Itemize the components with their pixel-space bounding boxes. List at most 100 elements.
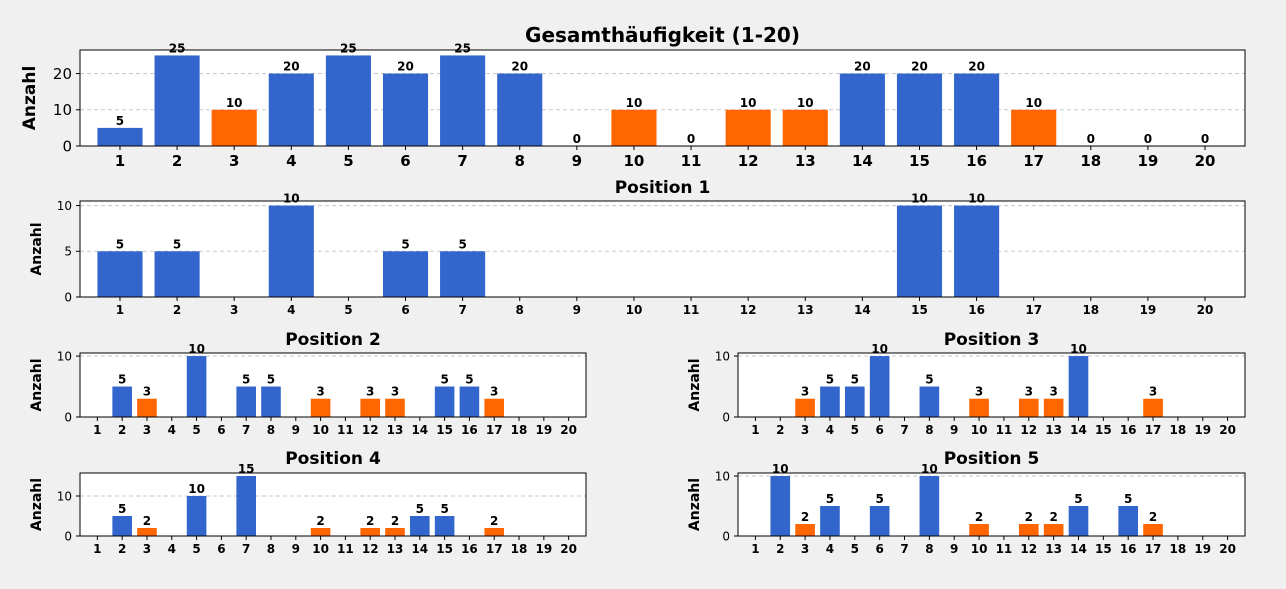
x-tick-label: 8 — [925, 423, 933, 437]
x-tick-label: 8 — [267, 423, 275, 437]
x-tick-label: 10 — [312, 542, 329, 556]
y-tick-label: 0 — [64, 410, 72, 424]
x-tick-label: 5 — [192, 542, 200, 556]
bar-value-label: 10 — [188, 482, 205, 496]
x-tick-label: 9 — [292, 423, 300, 437]
bar-value-label: 5 — [440, 502, 448, 516]
x-tick-label: 6 — [401, 303, 409, 317]
x-tick-label: 10 — [971, 542, 988, 556]
bar-value-label: 10 — [968, 192, 985, 206]
bar-value-label: 5 — [116, 114, 124, 128]
x-tick-label: 7 — [242, 423, 250, 437]
bar — [310, 528, 331, 536]
x-tick-label: 13 — [797, 303, 814, 317]
x-tick-label: 15 — [436, 542, 453, 556]
bar — [459, 386, 480, 417]
bar-value-label: 2 — [490, 514, 498, 528]
x-tick-label: 6 — [400, 152, 410, 170]
bar-value-label: 0 — [1144, 132, 1152, 146]
bar-value-label: 2 — [1049, 510, 1057, 524]
x-tick-label: 20 — [1195, 152, 1216, 170]
bar-value-label: 3 — [316, 385, 324, 399]
y-tick-label: 0 — [64, 290, 72, 304]
bar-value-label: 3 — [1025, 385, 1033, 399]
x-tick-label: 16 — [461, 542, 478, 556]
bar-value-label: 3 — [490, 385, 498, 399]
x-tick-label: 2 — [776, 542, 784, 556]
bar — [236, 476, 256, 536]
x-tick-label: 16 — [461, 423, 478, 437]
x-tick-label: 16 — [1120, 423, 1137, 437]
y-tick-label: 10 — [57, 489, 72, 503]
bar-value-label: 2 — [316, 514, 324, 528]
y-tick-label: 10 — [715, 349, 730, 363]
bar — [434, 516, 455, 536]
x-tick-label: 14 — [854, 303, 871, 317]
bar — [211, 109, 257, 146]
x-tick-label: 13 — [1045, 423, 1062, 437]
x-tick-label: 20 — [1197, 303, 1214, 317]
bar — [385, 398, 405, 417]
bar-value-label: 15 — [238, 462, 255, 476]
bar — [611, 109, 657, 146]
x-tick-label: 6 — [875, 423, 883, 437]
bar-value-label: 10 — [871, 342, 888, 356]
x-tick-label: 15 — [436, 423, 453, 437]
x-tick-label: 3 — [801, 542, 809, 556]
axes-frame — [737, 352, 1246, 418]
plot-area — [80, 473, 586, 536]
x-tick-label: 1 — [93, 542, 101, 556]
x-tick-label: 19 — [1194, 423, 1211, 437]
bar-value-label: 5 — [851, 373, 859, 387]
x-tick-label: 18 — [511, 423, 528, 437]
x-tick-label: 2 — [776, 423, 784, 437]
x-tick-label: 14 — [852, 152, 873, 170]
x-tick-label: 18 — [1170, 542, 1187, 556]
x-tick-label: 8 — [267, 542, 275, 556]
x-tick-label: 11 — [996, 542, 1013, 556]
bar — [97, 127, 143, 146]
bar-value-label: 20 — [511, 60, 528, 74]
axes-frame — [79, 200, 1246, 298]
x-tick-label: 1 — [751, 423, 759, 437]
bar-value-label: 10 — [226, 96, 243, 110]
x-tick-label: 20 — [1219, 423, 1236, 437]
x-tick-label: 17 — [1023, 152, 1044, 170]
chart-title: Position 3 — [944, 330, 1040, 350]
bar — [1143, 524, 1163, 536]
bar — [186, 496, 207, 536]
bar — [360, 398, 381, 417]
x-tick-label: 8 — [515, 152, 525, 170]
bar-value-label: 10 — [1025, 96, 1042, 110]
x-tick-label: 16 — [968, 303, 985, 317]
bar — [497, 73, 543, 146]
y-axis-label: Anzahl — [687, 478, 703, 531]
x-tick-label: 6 — [217, 423, 225, 437]
chart-title: Position 5 — [944, 449, 1040, 469]
y-tick-label: 10 — [53, 101, 72, 119]
bar-value-label: 0 — [1201, 132, 1209, 146]
x-tick-label: 5 — [344, 303, 352, 317]
bar — [97, 251, 143, 297]
chart-title: Position 4 — [285, 449, 381, 469]
y-axis-label: Anzahl — [29, 222, 45, 275]
bar-value-label: 25 — [169, 41, 186, 55]
x-tick-label: 13 — [387, 542, 404, 556]
x-tick-label: 9 — [292, 542, 300, 556]
bar — [1043, 524, 1064, 536]
x-tick-label: 3 — [801, 423, 809, 437]
x-tick-label: 1 — [115, 152, 125, 170]
x-tick-label: 8 — [516, 303, 524, 317]
x-tick-label: 19 — [1140, 303, 1157, 317]
bar — [782, 109, 828, 146]
bar — [360, 528, 381, 536]
bar-value-label: 5 — [465, 373, 473, 387]
x-tick-label: 4 — [287, 303, 295, 317]
x-tick-label: 17 — [1145, 542, 1162, 556]
axes-frame — [737, 472, 1246, 537]
bar-value-label: 3 — [801, 385, 809, 399]
bar-value-label: 5 — [875, 492, 883, 506]
